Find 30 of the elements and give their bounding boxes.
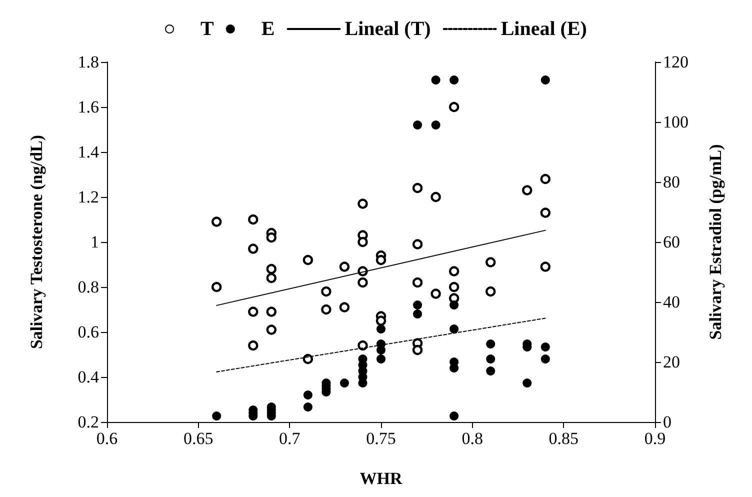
y-tick-label: 0.6: [78, 322, 99, 342]
y2-tick-label: 40: [663, 292, 680, 312]
y-tick-label: 1.8: [78, 52, 99, 72]
y-tick-label: 0.2: [78, 412, 99, 432]
y2-tick-label: 80: [663, 172, 680, 192]
y2-tick-label: 0: [663, 412, 672, 432]
y-tick-label: 1.6: [78, 98, 99, 116]
legend-label: E: [261, 18, 275, 40]
x-tick-label: 0.7: [279, 429, 301, 448]
y2-tick-label: 100: [663, 112, 688, 132]
x-axis-title: WHR: [360, 469, 403, 488]
y-axis-title: Salivary Testosterone (ng/dL): [27, 134, 46, 350]
legend-label: T: [200, 18, 215, 40]
x-tick-label: 0.65: [183, 429, 214, 448]
y2-tick-label: 120: [663, 52, 688, 72]
y2-axis-title: Salivary Estradiol (pg/mL): [706, 144, 725, 340]
x-tick-label: 0.75: [366, 429, 396, 448]
x-tick-label: 0.9: [644, 429, 666, 448]
y-tick-label: 1: [90, 232, 99, 252]
x-tick-label: 0.8: [462, 429, 483, 448]
x-tick-label: 0.85: [548, 429, 579, 448]
y2-tick-label: 60: [663, 232, 680, 252]
legend-label: Lineal (E): [500, 18, 587, 40]
y-tick-label: 0.4: [78, 368, 100, 386]
y2-tick-label: 20: [663, 352, 680, 372]
y-tick-label: 1.4: [78, 142, 100, 162]
legend-label: Lineal (T): [344, 18, 431, 40]
y-tick-label: 0.8: [78, 278, 99, 296]
x-tick-label: 0.6: [96, 429, 118, 448]
y-tick-label: 1.2: [78, 188, 99, 206]
